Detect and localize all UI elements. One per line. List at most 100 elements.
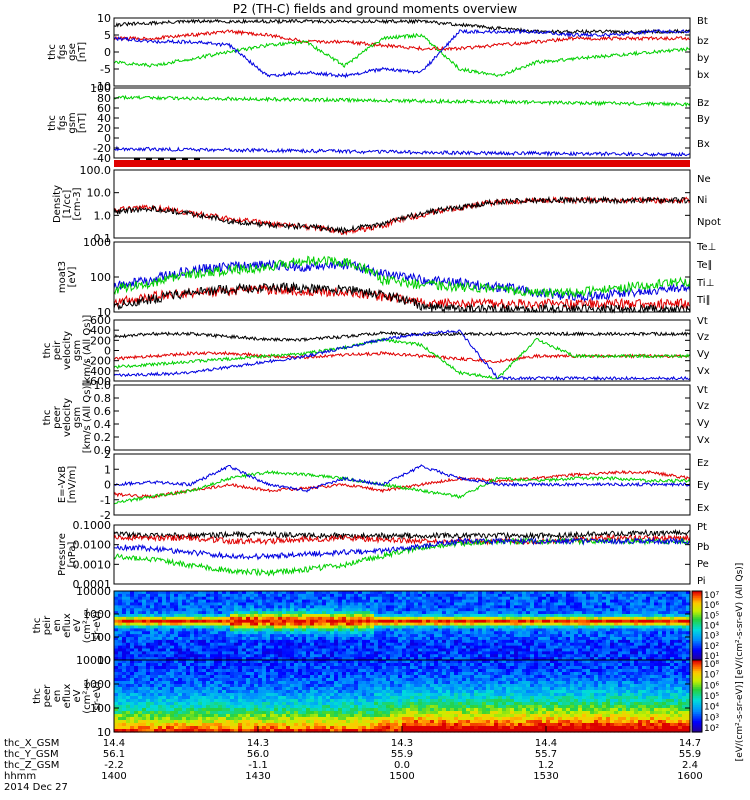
spectrogram-cell <box>666 616 671 621</box>
spectrogram-cell <box>530 637 535 641</box>
spectrogram-cell <box>574 628 579 632</box>
spectrogram-cell <box>438 596 443 601</box>
spectrogram-cell <box>522 648 527 652</box>
spectrogram-cell <box>578 616 583 621</box>
spectrogram-cell <box>378 611 383 615</box>
legend-Ey: Ey <box>697 480 709 491</box>
spectrogram-cell <box>310 602 315 606</box>
spectrogram-cell <box>454 611 459 615</box>
spectrogram-cell <box>418 651 423 655</box>
spectrogram-cell <box>266 714 271 718</box>
spectrogram-cell <box>366 634 371 638</box>
spectrogram-cell <box>294 657 299 661</box>
spectrogram-cell <box>262 717 267 721</box>
spectrogram-cell <box>462 602 467 606</box>
spectrogram-cell <box>630 591 635 595</box>
spectrogram-cell <box>270 699 275 703</box>
spectrogram-cell <box>290 726 295 730</box>
spectrogram-cell <box>210 631 215 635</box>
spectrogram-cell <box>522 625 527 629</box>
spectrogram-cell <box>234 663 239 667</box>
spectrogram-cell <box>218 666 223 670</box>
spectrogram-cell <box>114 717 119 721</box>
spectrogram-cell <box>522 637 527 641</box>
spectrogram-cell <box>654 628 659 632</box>
spectrogram-cell <box>386 639 391 644</box>
spectrogram-cell <box>242 596 247 601</box>
spectrogram-cell <box>226 675 231 679</box>
spectrogram-cell <box>238 639 243 644</box>
spectrogram-cell <box>486 591 491 595</box>
spectrogram-cell <box>386 631 391 635</box>
spectrogram-cell <box>310 726 315 730</box>
spectrogram-cell <box>214 693 219 697</box>
spectrogram-cell <box>294 611 299 615</box>
spectrogram-cell <box>158 690 163 694</box>
spectrogram-cell <box>354 599 359 604</box>
spectrogram-cell <box>270 729 275 733</box>
spectrogram-cell <box>482 648 487 652</box>
spectrogram-cell <box>238 634 243 638</box>
spectrogram-cell <box>198 696 203 700</box>
spectrogram-cell <box>166 602 171 606</box>
spectrogram-cell <box>358 642 363 647</box>
spectrogram-cell <box>266 634 271 638</box>
spectrogram-cell <box>558 602 563 606</box>
series-Ni-line <box>113 195 691 236</box>
spectrogram-cell <box>234 726 239 730</box>
spectrogram-cell <box>242 726 247 730</box>
spectrogram-cell <box>306 642 311 647</box>
spectrogram-cell <box>166 637 171 641</box>
spectrogram-cell <box>254 654 259 658</box>
spectrogram-cell <box>194 720 199 724</box>
spectrogram-cell <box>174 684 179 688</box>
spectrogram-cell <box>298 687 303 691</box>
spectrogram-cell <box>206 717 211 721</box>
spectrogram-cell <box>370 599 375 604</box>
spectrogram-cell <box>614 616 619 621</box>
spectrogram-cell <box>218 619 223 624</box>
spectrogram-cell <box>286 637 291 641</box>
spectrogram-cell <box>182 637 187 641</box>
spectrogram-cell <box>198 708 203 712</box>
spectrogram-cell <box>298 614 303 618</box>
spectrogram-cell <box>618 593 623 598</box>
spectrogram-cell <box>262 648 267 652</box>
spectrogram-cell <box>286 654 291 658</box>
spectrogram-cell <box>462 608 467 612</box>
spectrogram-cell <box>362 605 367 609</box>
spectrogram-cell <box>362 599 367 604</box>
spectrogram-cell <box>490 639 495 644</box>
spectrogram-cell <box>294 702 299 706</box>
spectrogram-cell <box>118 614 123 618</box>
spectrogram-cell <box>618 651 623 655</box>
spectrogram-cell <box>322 684 327 688</box>
spectrogram-cell <box>246 729 251 733</box>
spectrogram-cell <box>230 729 235 733</box>
spectrogram-cell <box>302 720 307 724</box>
spectrogram-cell <box>402 654 407 658</box>
spectrogram-cell <box>342 602 347 606</box>
spectrogram-cell <box>178 645 183 650</box>
spectrogram-cell <box>434 622 439 627</box>
spectrogram-cell <box>294 675 299 679</box>
spectrogram-cell <box>606 657 611 661</box>
spectrogram-cell <box>190 675 195 679</box>
spectrogram-cell <box>674 622 679 627</box>
spectrogram-cell <box>158 596 163 601</box>
spectrogram-cell <box>166 651 171 655</box>
spectrogram-cell <box>526 642 531 647</box>
spectrogram-cell <box>378 637 383 641</box>
spectrogram-cell <box>490 593 495 598</box>
spectrogram-cell <box>386 634 391 638</box>
spectrogram-cell <box>326 702 331 706</box>
spectrogram-cell <box>122 696 127 700</box>
spectrogram-cell <box>350 645 355 650</box>
spectrogram-cell <box>614 634 619 638</box>
spectrogram-cell <box>242 654 247 658</box>
spectrogram-cell <box>130 705 135 709</box>
spectrogram-cell <box>574 631 579 635</box>
spectrogram-cell <box>270 637 275 641</box>
spectrogram-cell <box>302 642 307 647</box>
spectrogram-cell <box>314 631 319 635</box>
